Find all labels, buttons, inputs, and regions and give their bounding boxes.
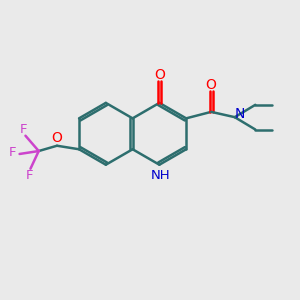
Text: F: F (25, 169, 33, 182)
Text: O: O (51, 131, 62, 146)
Text: N: N (235, 106, 245, 121)
Text: NH: NH (151, 169, 171, 182)
Text: F: F (20, 123, 28, 136)
Text: O: O (154, 68, 165, 82)
Text: O: O (206, 78, 217, 92)
Text: F: F (8, 146, 16, 159)
